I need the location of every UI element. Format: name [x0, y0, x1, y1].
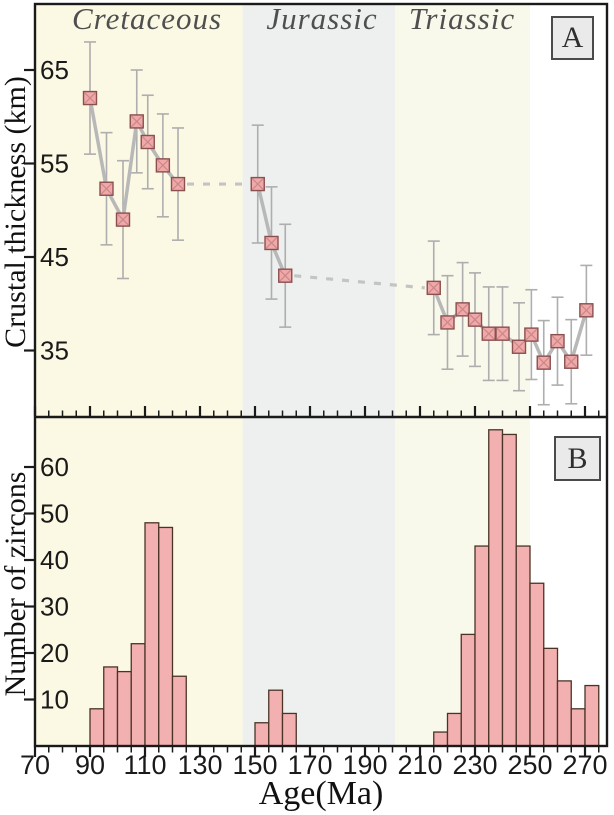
histogram-bar [543, 647, 559, 747]
data-point-marker [82, 90, 98, 106]
histogram-bar [501, 433, 517, 747]
data-point-marker [511, 339, 527, 354]
y-tick-label-panel-b: 30 [40, 592, 69, 622]
data-point-marker [140, 134, 155, 150]
y-axis-title-panel-b: Number of zircons [0, 471, 32, 697]
data-point-marker [550, 333, 565, 349]
x-tick-label: 150 [232, 750, 277, 780]
histogram-bar [584, 684, 600, 747]
histogram-bar [281, 712, 297, 747]
y-tick-label-panel-b: 20 [40, 638, 69, 668]
histogram-bar [460, 633, 476, 747]
histogram-bar [171, 675, 187, 747]
histogram-bar [268, 689, 284, 747]
y-tick-label-panel-b: 40 [40, 545, 69, 575]
x-tick-label: 210 [397, 750, 442, 780]
histogram-bar [130, 643, 146, 747]
data-point-marker [250, 176, 265, 192]
period-label-cretaceous: Cretaceous [71, 1, 223, 36]
dashed-connector-line [294, 274, 425, 290]
y-tick-label-panel-a: 35 [40, 336, 69, 366]
data-point-marker [170, 176, 186, 192]
data-point-marker [579, 303, 594, 318]
x-tick-label: 90 [75, 750, 105, 780]
data-point-marker [129, 114, 144, 129]
x-tick-label: 70 [20, 750, 50, 780]
y-tick-label-panel-b: 60 [40, 452, 69, 482]
histogram-bar [515, 545, 531, 747]
data-point-marker [467, 312, 483, 327]
y-tick-label-panel-a: 65 [40, 55, 69, 85]
data-point-marker [278, 268, 293, 283]
data-point-marker [99, 181, 114, 196]
y-tick-label-panel-b: 50 [40, 499, 69, 529]
x-tick-label: 230 [452, 750, 497, 780]
panel-a-letter: A [561, 21, 584, 54]
data-point-marker [115, 212, 131, 227]
period-region-jurassic [242, 4, 396, 746]
panel-b-letter: B [567, 441, 588, 475]
histogram-bar [433, 731, 449, 747]
histogram-bar [254, 722, 270, 747]
x-axis-title: Age(Ma) [258, 775, 384, 812]
histogram-bar [529, 582, 545, 747]
y-axis-title-panel-a: Crustal thickness (km) [0, 76, 32, 348]
panel-b-label-box: B [554, 436, 601, 481]
x-tick-label: 110 [123, 750, 166, 780]
x-tick-label: 270 [562, 750, 607, 780]
histogram-bar [474, 545, 490, 747]
x-tick-label: 250 [507, 750, 552, 780]
data-point-marker [564, 354, 579, 369]
histogram-bar [89, 708, 105, 747]
plot-border [33, 2, 609, 748]
x-tick-label: 190 [342, 750, 387, 780]
data-point-marker [440, 315, 455, 330]
x-tick-label: 130 [177, 750, 222, 780]
x-tick-label: 170 [287, 750, 332, 780]
histogram-bar [556, 680, 572, 747]
histogram-bar [488, 429, 504, 747]
y-tick-label-panel-a: 45 [40, 242, 69, 272]
period-label-triassic: Triassic [408, 1, 516, 36]
panel-a-label-box: A [551, 16, 594, 60]
data-point-marker [264, 235, 279, 251]
data-point-marker [481, 326, 496, 341]
data-point-marker [155, 158, 171, 173]
data-point-marker [536, 355, 551, 370]
histogram-bar [116, 670, 132, 747]
histogram-bar [103, 666, 119, 747]
data-point-marker [495, 326, 510, 341]
y-tick-label-panel-a: 55 [40, 149, 69, 179]
data-point-marker [524, 327, 539, 342]
histogram-bar [570, 708, 586, 747]
data-point-marker [426, 280, 441, 296]
y-tick-label-panel-b: 10 [40, 685, 69, 715]
period-label-jurassic: Jurassic [266, 1, 378, 36]
histogram-bar [446, 712, 462, 747]
histogram-bar [144, 522, 160, 747]
data-point-marker [455, 302, 470, 317]
histogram-bar [158, 526, 174, 747]
